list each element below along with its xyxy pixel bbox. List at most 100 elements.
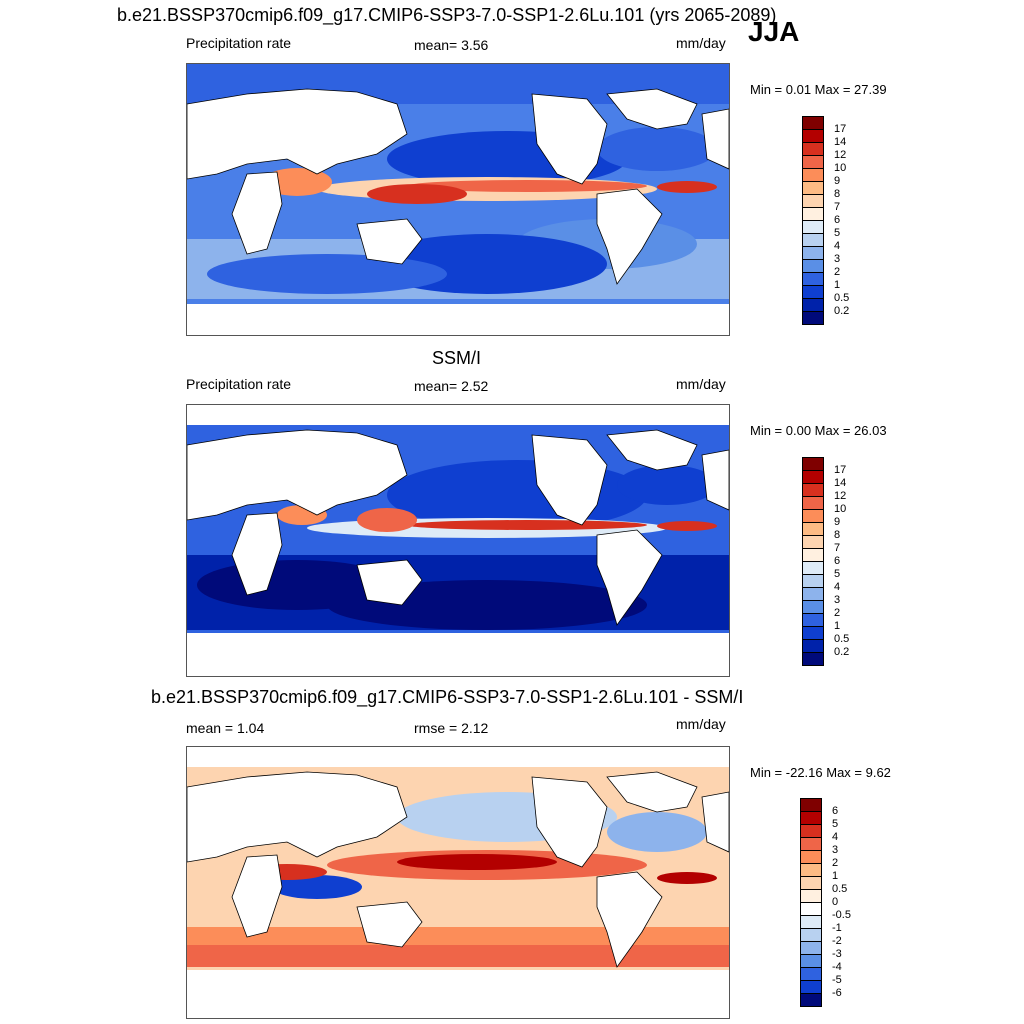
colorbar-tick-label: 1 — [834, 279, 841, 291]
panel-3-colorbar-swatch — [800, 837, 822, 851]
colorbar-tick-label: -5 — [832, 974, 842, 986]
colorbar-tick-label: 3 — [832, 844, 839, 856]
colorbar-tick-label: 0.5 — [834, 292, 850, 304]
panel-1-colorbar-swatch — [802, 129, 824, 143]
panel-1-colorbar-swatch — [802, 298, 824, 312]
panel-1-colorbar-swatch — [802, 155, 824, 169]
panel-3-map — [186, 746, 730, 1019]
panel-3-colorbar-swatch — [800, 928, 822, 942]
panel-3-map-graphic — [187, 747, 729, 1018]
panel-2-colorbar-swatch — [802, 457, 824, 471]
panel-1-colorbar-swatch — [802, 142, 824, 156]
colorbar-tick-label: 0.5 — [834, 633, 850, 645]
panel-1-map-graphic — [187, 64, 729, 335]
colorbar-tick-label: -3 — [832, 948, 842, 960]
panel-3-mean-label: mean = 1.04 — [186, 720, 265, 736]
panel-2-colorbar-swatch — [802, 470, 824, 484]
panel-3-colorbar-swatch — [800, 863, 822, 877]
panel-1-colorbar-swatch — [802, 181, 824, 195]
panel-3-colorbar-swatch — [800, 941, 822, 955]
colorbar-tick-label: 2 — [834, 266, 841, 278]
colorbar-tick-label: 7 — [834, 201, 841, 213]
panel-1-colorbar-swatch — [802, 116, 824, 130]
colorbar-tick-label: -4 — [832, 961, 842, 973]
panel-2-map — [186, 404, 730, 677]
colorbar-tick-label: 4 — [834, 240, 841, 252]
colorbar-tick-label: 10 — [834, 503, 847, 515]
panel-3-colorbar: 6 5 4 3 2 1 0.5 0 -0.5 -1 -2 -3 -4 -5 -6 — [800, 798, 880, 1012]
colorbar-tick-label: 6 — [834, 555, 841, 567]
colorbar-tick-label: 6 — [834, 214, 841, 226]
panel-3-title: b.e21.BSSP370cmip6.f09_g17.CMIP6-SSP3-7.… — [151, 687, 744, 707]
panel-3-colorbar-swatch — [800, 980, 822, 994]
panel-1-colorbar-swatch — [802, 168, 824, 182]
panel-2-minmax: Min = 0.00 Max = 26.03 — [750, 423, 887, 438]
panel-3-colorbar-swatch — [800, 850, 822, 864]
panel-1-colorbar-swatch — [802, 285, 824, 299]
panel-1-title: b.e21.BSSP370cmip6.f09_g17.CMIP6-SSP3-7.… — [117, 5, 777, 25]
colorbar-tick-label: -0.5 — [832, 909, 851, 921]
panel-3-colorbar-swatch — [800, 876, 822, 890]
panel-2-colorbar-swatch — [802, 522, 824, 536]
panel-2-colorbar-swatch — [802, 535, 824, 549]
panel-2-colorbar-swatch — [802, 548, 824, 562]
colorbar-tick-label: 5 — [832, 818, 839, 830]
colorbar-tick-label: 14 — [834, 477, 847, 489]
colorbar-tick-label: 1 — [832, 870, 839, 882]
panel-1-colorbar-swatch — [802, 233, 824, 247]
panel-1-colorbar-swatch — [802, 220, 824, 234]
colorbar-tick-label: -2 — [832, 935, 842, 947]
panel-3-colorbar-swatch — [800, 798, 822, 812]
panel-2-colorbar-swatch — [802, 587, 824, 601]
panel-1-colorbar: 17 14 12 10 9 8 7 6 5 4 3 2 1 0.5 0.2 — [802, 116, 882, 330]
colorbar-tick-label: 3 — [834, 253, 841, 265]
panel-1-variable-label: Precipitation rate — [186, 35, 292, 51]
panel-1-colorbar-swatch — [802, 246, 824, 260]
panel-2-colorbar-swatch — [802, 600, 824, 614]
colorbar-tick-label: 2 — [832, 857, 839, 869]
colorbar-tick-label: 12 — [834, 490, 847, 502]
colorbar-tick-label: 2 — [834, 607, 841, 619]
panel-3-colorbar-swatch — [800, 954, 822, 968]
colorbar-tick-label: 17 — [834, 123, 847, 135]
colorbar-tick-label: 6 — [832, 805, 839, 817]
colorbar-tick-label: 12 — [834, 149, 847, 161]
panel-2-colorbar-swatch — [802, 496, 824, 510]
panel-2-map-graphic — [187, 405, 729, 676]
panel-3-rmse-label: rmse = 2.12 — [414, 720, 489, 736]
colorbar-tick-label: 7 — [834, 542, 841, 554]
colorbar-tick-label: 8 — [834, 529, 841, 541]
panel-1-colorbar-swatch — [802, 272, 824, 286]
panel-2-colorbar-swatch — [802, 626, 824, 640]
panel-3-colorbar-swatch — [800, 902, 822, 916]
colorbar-tick-label: 5 — [834, 227, 841, 239]
colorbar-tick-label: 9 — [834, 516, 841, 528]
panel-1-colorbar-swatch — [802, 259, 824, 273]
panel-1-minmax: Min = 0.01 Max = 27.39 — [750, 82, 887, 97]
season-label: JJA — [748, 16, 800, 47]
panel-2-colorbar: 17 14 12 10 9 8 7 6 5 4 3 2 1 0.5 0.2 — [802, 457, 882, 671]
panel-2-colorbar-swatch — [802, 613, 824, 627]
panel-2-variable-label: Precipitation rate — [186, 376, 292, 392]
colorbar-tick-label: 0.2 — [834, 305, 850, 317]
panel-3-minmax: Min = -22.16 Max = 9.62 — [750, 765, 891, 780]
colorbar-tick-label: 4 — [834, 581, 841, 593]
colorbar-tick-label: 1 — [834, 620, 841, 632]
colorbar-tick-label: 8 — [834, 188, 841, 200]
panel-1-colorbar-swatch — [802, 194, 824, 208]
panel-2-colorbar-swatch — [802, 509, 824, 523]
panel-3-colorbar-swatch — [800, 811, 822, 825]
panel-3-units-label: mm/day — [676, 716, 726, 732]
panel-2-colorbar-swatch — [802, 561, 824, 575]
colorbar-tick-label: 3 — [834, 594, 841, 606]
panel-3-colorbar-swatch — [800, 889, 822, 903]
colorbar-tick-label: 5 — [834, 568, 841, 580]
panel-1-mean-label: mean= 3.56 — [414, 37, 489, 53]
panel-3-colorbar-swatch — [800, 993, 822, 1007]
panel-1-map — [186, 63, 730, 336]
panel-2-colorbar-swatch — [802, 574, 824, 588]
colorbar-tick-label: 10 — [834, 162, 847, 174]
panel-2-colorbar-swatch — [802, 652, 824, 666]
colorbar-tick-label: 0 — [832, 896, 839, 908]
colorbar-tick-label: 17 — [834, 464, 847, 476]
